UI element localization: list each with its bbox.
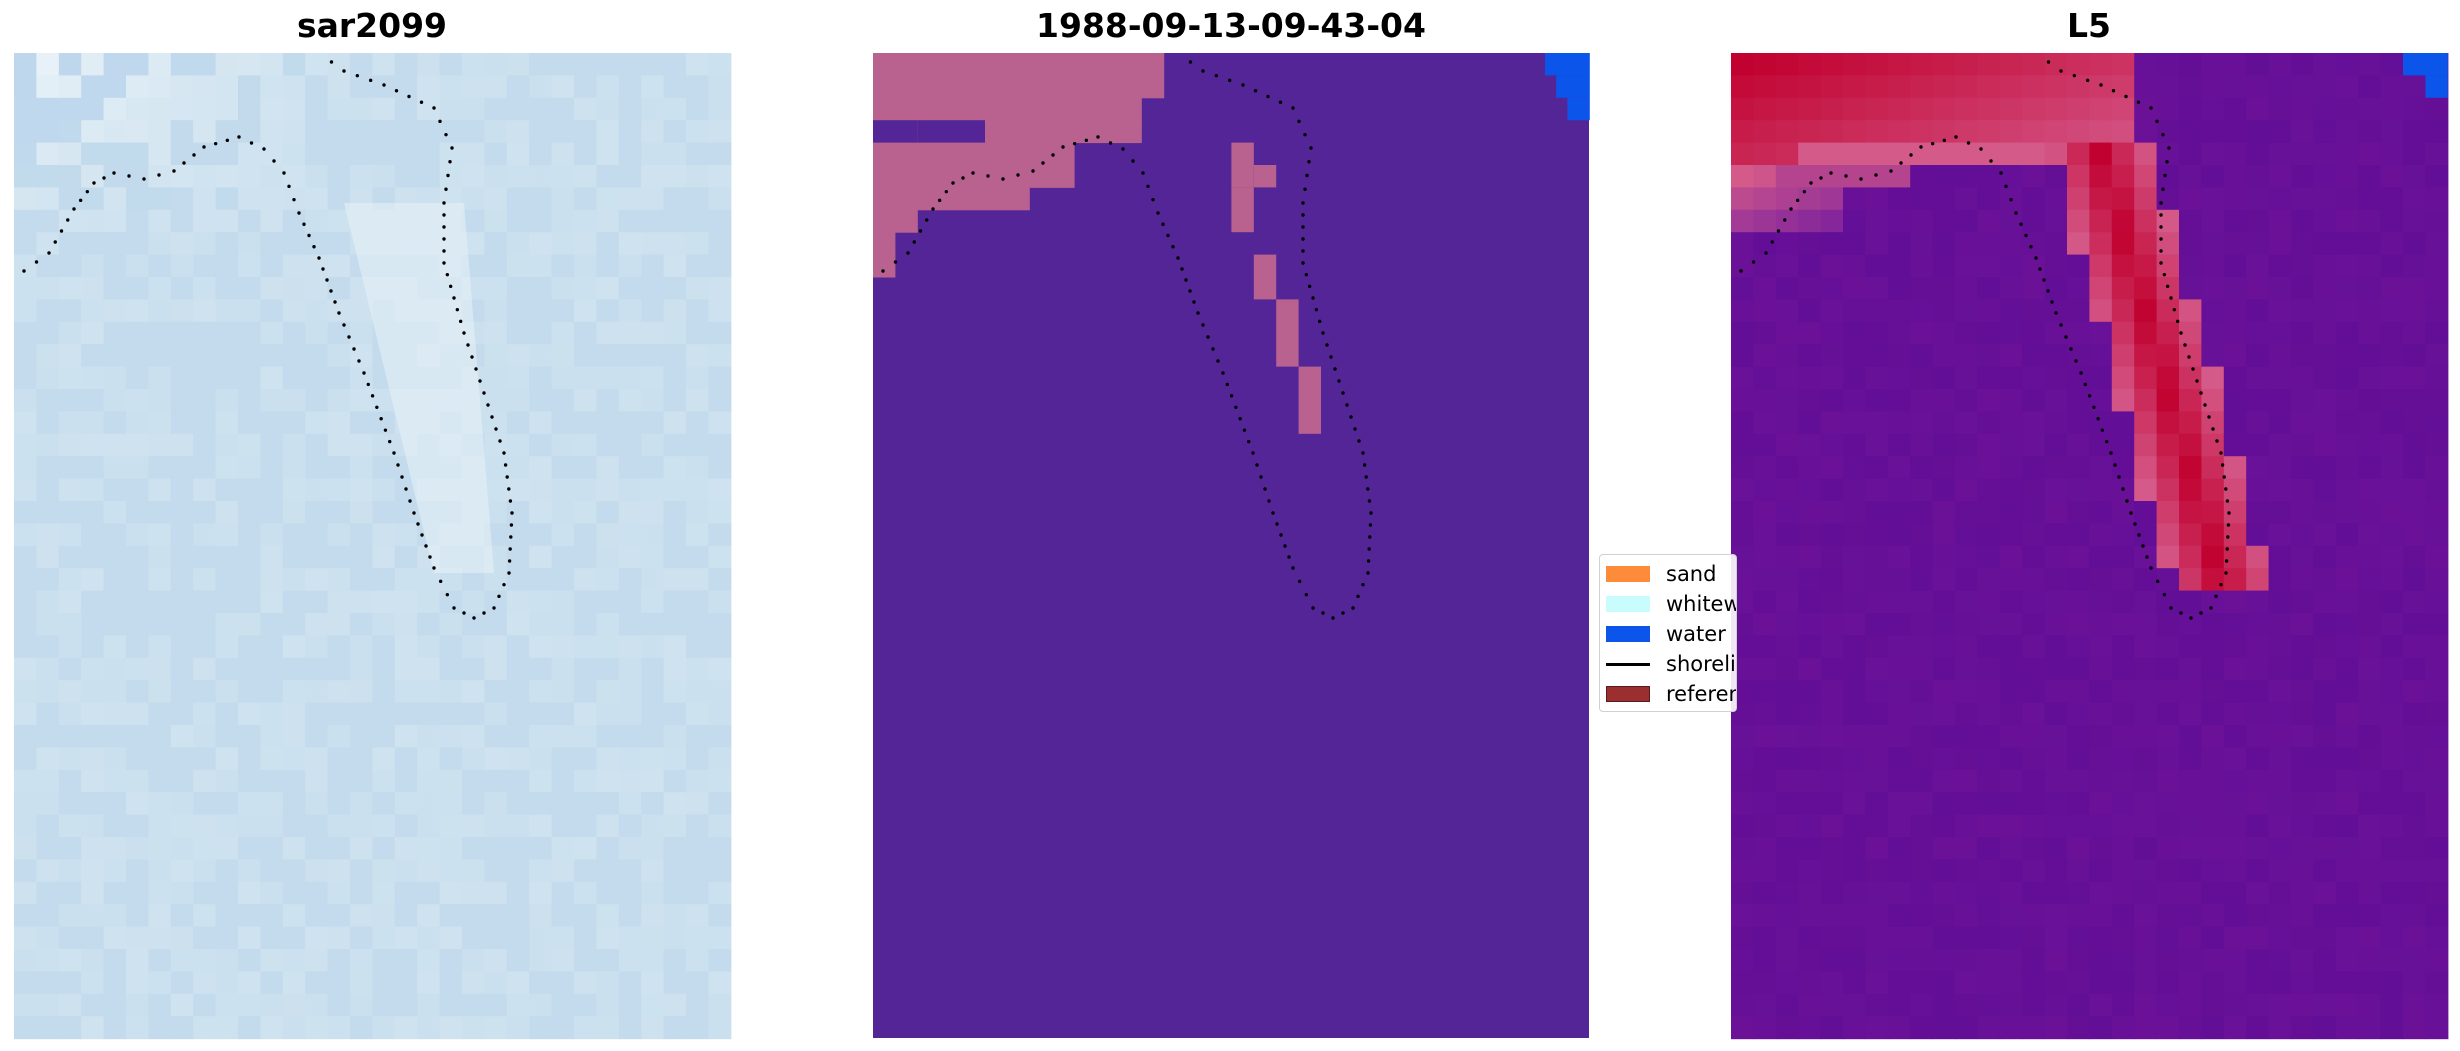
legend-label-reference: reference: [1666, 682, 1736, 706]
legend-swatch-reference: [1606, 686, 1650, 702]
shoreline-classification: [881, 60, 1373, 620]
panel-classification-image: [873, 53, 1590, 1038]
panel-title-sar: sar2099: [296, 6, 448, 45]
legend-label-sand: sand: [1666, 562, 1717, 586]
legend-label-shoreline: shoreline: [1666, 652, 1736, 676]
panel-title-classification: 1988-09-13-09-43-04: [1036, 6, 1426, 45]
legend-swatch-shoreline: [1606, 662, 1650, 666]
legend-swatch-whitewater: [1606, 596, 1650, 612]
panel-title-probability: L5: [2067, 6, 2111, 45]
legend-item-water: water: [1606, 619, 1726, 649]
legend-label-water: water: [1666, 622, 1726, 646]
legend-item-sand: sand: [1606, 559, 1716, 589]
legend-item-reference: reference: [1606, 679, 1736, 709]
panel-probability-image: [1731, 53, 2449, 1040]
legend-swatch-sand: [1606, 566, 1650, 582]
shoreline-sar: [22, 60, 514, 620]
legend-swatch-water: [1606, 626, 1650, 642]
legend-item-shoreline: shoreline: [1606, 649, 1736, 679]
shoreline-probability: [1739, 60, 2231, 620]
panel-sar-image: [14, 53, 732, 1040]
